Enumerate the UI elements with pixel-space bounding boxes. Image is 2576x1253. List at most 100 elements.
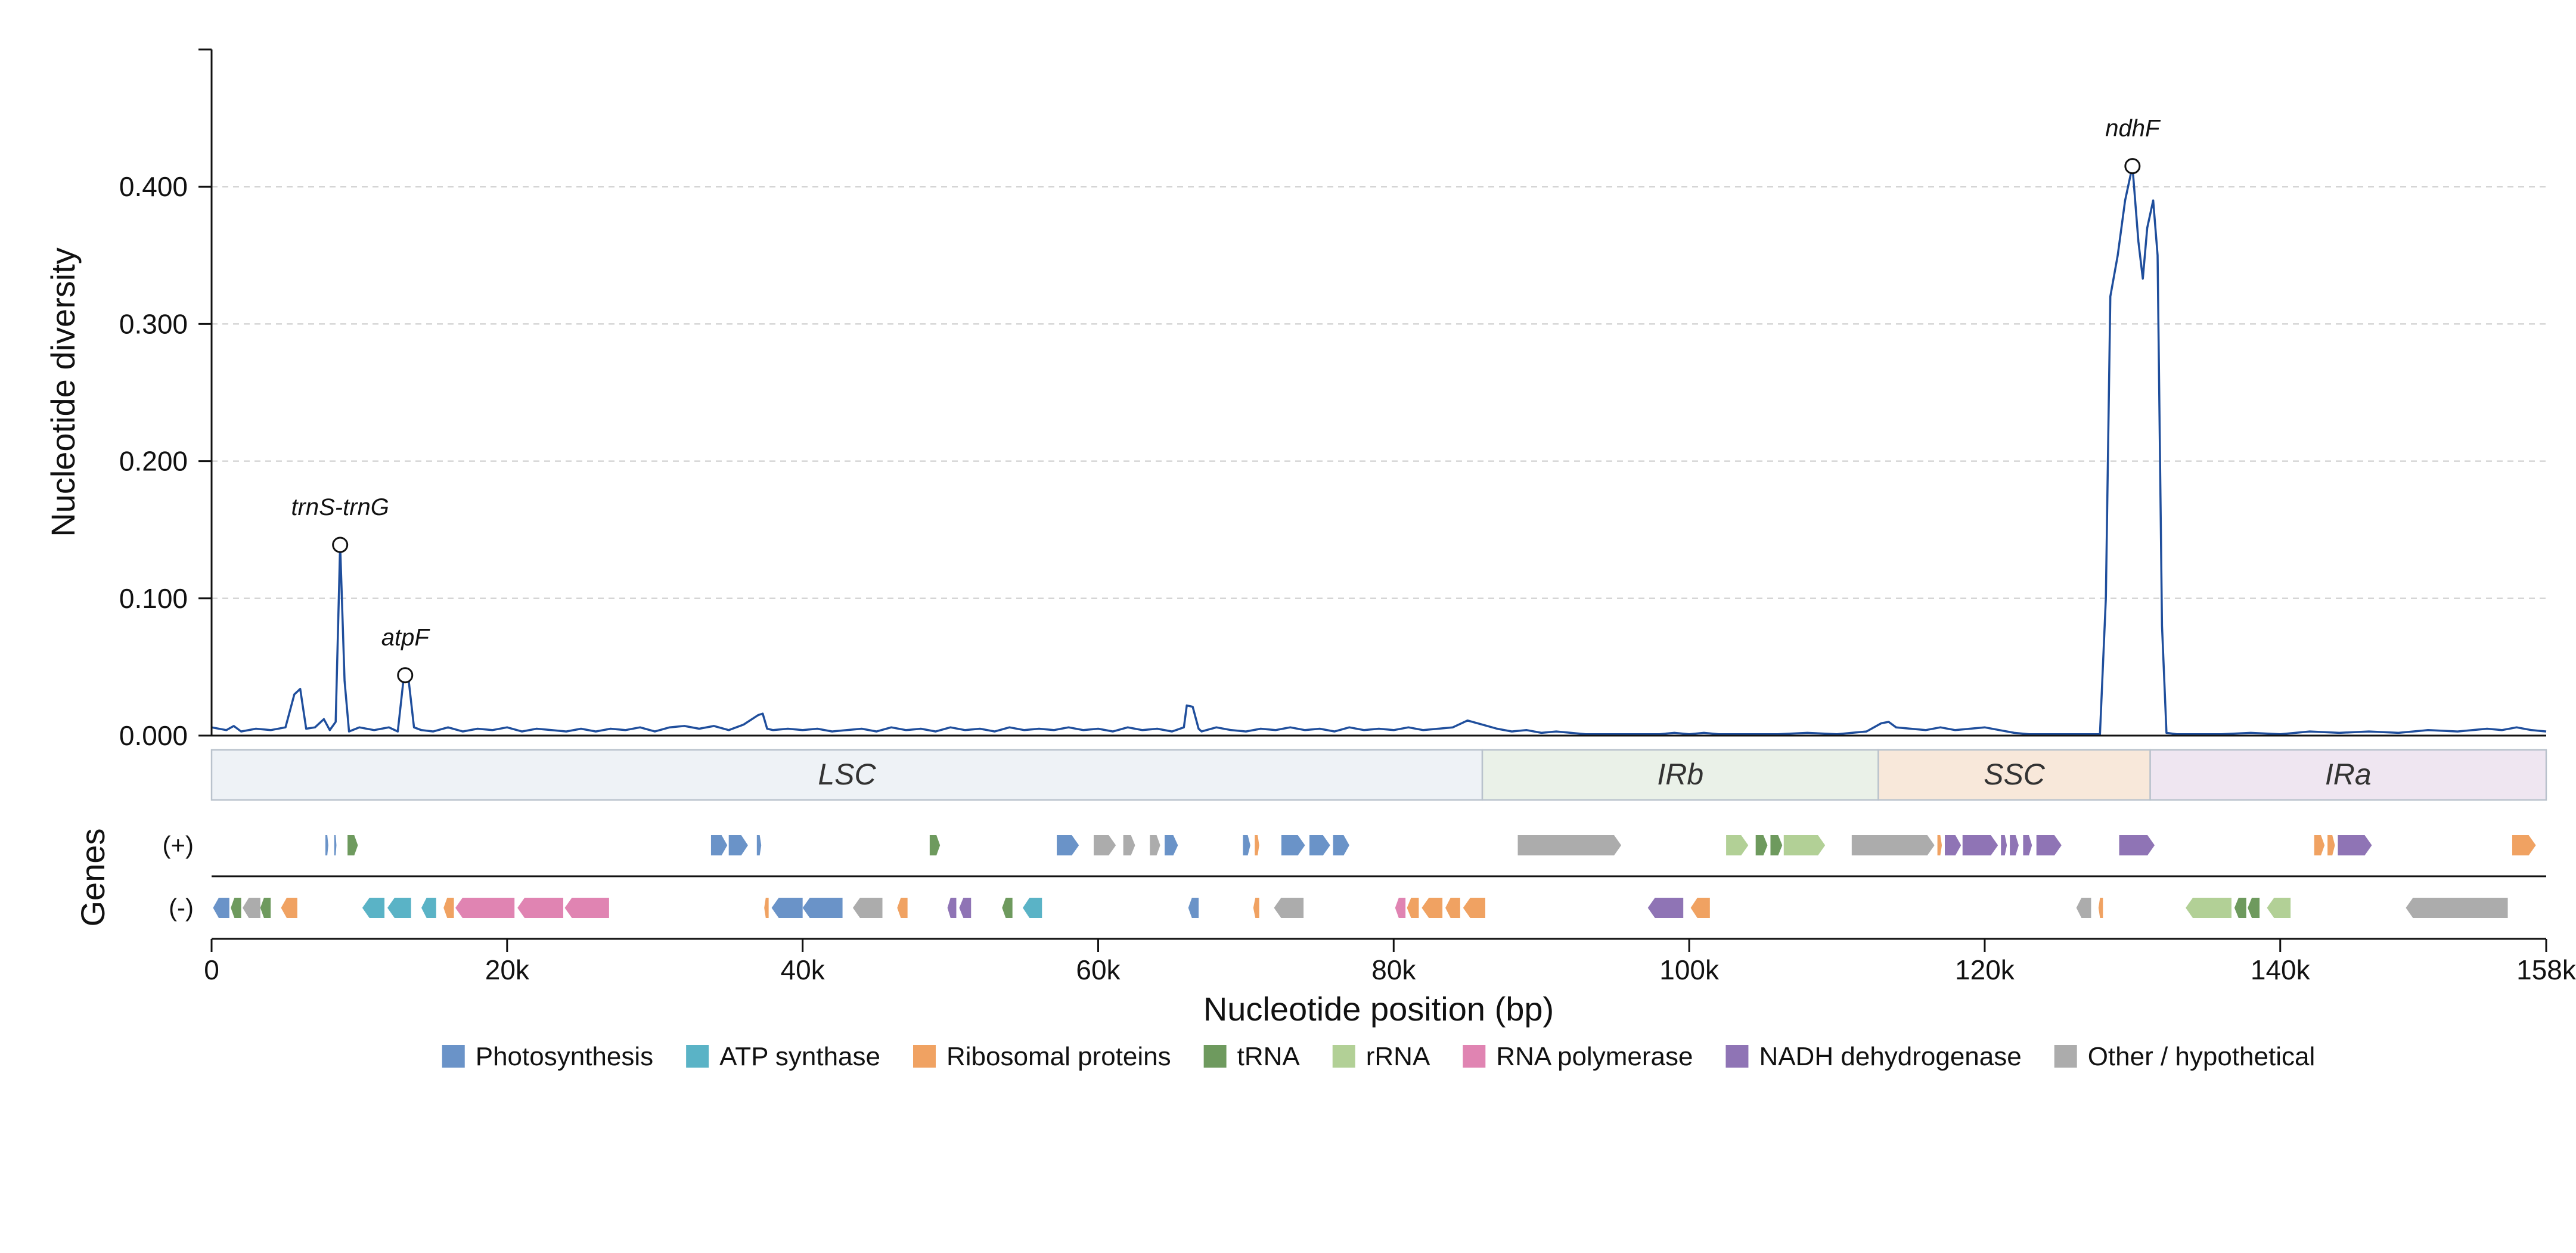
gene-plus — [2119, 835, 2155, 855]
legend-label: NADH dehydrogenase — [1759, 1042, 2021, 1071]
region-irb — [1481, 749, 1879, 801]
gene-plus — [2010, 835, 2019, 855]
gene-plus — [1783, 835, 1826, 855]
legend-label: Photosynthesis — [476, 1042, 653, 1071]
legend-label: ATP synthase — [719, 1042, 880, 1071]
x-tick-label: 120k — [1955, 954, 2015, 985]
genome-regions-bar: LSC IRb SSC IRa — [210, 749, 2547, 801]
gene-plus — [1726, 835, 1749, 855]
gene-plus — [1255, 835, 1259, 855]
legend-swatch — [1725, 1045, 1749, 1068]
y-ticks: 0.000 0.100 0.200 0.300 0.400 — [119, 171, 212, 751]
peak-marker — [2124, 158, 2141, 175]
gene-plus — [1755, 835, 1768, 855]
x-ticks: 0 20k 40k 60k 80k 100k 120k 140k 158k — [204, 939, 2576, 985]
gene-plus — [1962, 835, 1998, 855]
x-tick-label: 40k — [781, 954, 825, 985]
gene-minus — [1647, 898, 1684, 918]
diversity-line — [211, 165, 2547, 736]
gene-plus — [1309, 835, 1330, 855]
gene-minus — [1002, 898, 1013, 918]
gene-minus — [1407, 898, 1419, 918]
gene-plus — [728, 835, 748, 855]
gene-minus — [1253, 898, 1259, 918]
y-tick-label: 0.400 — [119, 171, 188, 202]
genes-axis-title: Genes — [74, 829, 111, 927]
y-tick-label: 0.000 — [119, 720, 188, 751]
gene-plus — [1851, 835, 1935, 855]
peak-marker — [397, 667, 414, 684]
y-axis-title: Nucleotide diversity — [44, 247, 82, 537]
gene-plus — [1517, 835, 1622, 855]
gene-minus — [947, 898, 957, 918]
gene-plus — [1150, 835, 1160, 855]
gene-minus — [1023, 898, 1042, 918]
gene-plus — [334, 835, 337, 855]
x-tick-label: 20k — [485, 954, 530, 985]
gene-plus — [2512, 835, 2536, 855]
strand-label-minus: (-) — [169, 894, 194, 922]
gene-minus — [1395, 898, 1406, 918]
x-tick-label: 0 — [204, 954, 219, 985]
gene-plus — [325, 835, 328, 855]
gene-minus — [2076, 898, 2091, 918]
x-tick-label: 158k — [2516, 954, 2576, 985]
x-tick-label: 140k — [2251, 954, 2311, 985]
gene-plus — [1123, 835, 1135, 855]
gene-minus — [2406, 898, 2508, 918]
gene-plus — [2036, 835, 2062, 855]
legend-swatch — [2054, 1045, 2077, 1068]
strand-label-plus: (+) — [163, 831, 194, 859]
legend-label: RNA polymerase — [1496, 1042, 1693, 1071]
gridlines — [212, 185, 2546, 600]
gene-plus — [2338, 835, 2372, 855]
gene-minus — [852, 898, 883, 918]
legend-label: Other / hypothetical — [2088, 1042, 2316, 1071]
legend-swatch — [1203, 1045, 1227, 1068]
gene-plus — [2023, 835, 2032, 855]
y-tick-label: 0.100 — [119, 583, 188, 614]
y-tick-label: 0.200 — [119, 446, 188, 477]
gene-plus — [1333, 835, 1349, 855]
gene-minus — [897, 898, 908, 918]
peak-label: trnS-trnG — [291, 494, 389, 520]
peak-marker — [332, 536, 349, 553]
gene-minus — [2098, 898, 2103, 918]
gene-minus — [455, 898, 515, 918]
gene-minus — [1422, 898, 1443, 918]
gene-plus — [710, 835, 728, 855]
gene-minus — [2234, 898, 2246, 918]
gene-plus — [1770, 835, 1783, 855]
gene-plus — [1094, 835, 1116, 855]
gene-plus — [347, 835, 358, 855]
x-tick-label: 80k — [1371, 954, 1416, 985]
region-label: IRb — [1657, 758, 1703, 791]
x-axis-title: Nucleotide position (bp) — [1203, 990, 1554, 1028]
gene-minus — [281, 898, 297, 918]
gene-minus — [2186, 898, 2232, 918]
legend-label: rRNA — [1366, 1042, 1430, 1071]
legend-label: tRNA — [1237, 1042, 1301, 1071]
region-ssc — [1877, 749, 2151, 801]
gene-minus — [421, 898, 436, 918]
peak-annotations: trnS-trnG atpF ndhF — [291, 116, 2161, 684]
gene-minus — [517, 898, 564, 918]
gene-plus — [756, 835, 762, 855]
legend-swatch — [1332, 1045, 1355, 1068]
gene-minus — [387, 898, 411, 918]
peak-label: atpF — [381, 625, 431, 651]
gene-minus — [1188, 898, 1199, 918]
x-tick-label: 60k — [1076, 954, 1121, 985]
gene-minus — [1690, 898, 1710, 918]
gene-minus — [260, 898, 271, 918]
gene-minus — [1445, 898, 1460, 918]
region-label: SSC — [1984, 758, 2046, 791]
axes: Nucleotide diversity Genes Nucleotide po… — [44, 48, 2546, 1028]
gene-minus — [443, 898, 454, 918]
x-tick-label: 100k — [1659, 954, 1720, 985]
gene-plus — [929, 835, 941, 855]
gene-minus — [2267, 898, 2291, 918]
gene-plus — [1281, 835, 1305, 855]
gene-plus — [2314, 835, 2325, 855]
